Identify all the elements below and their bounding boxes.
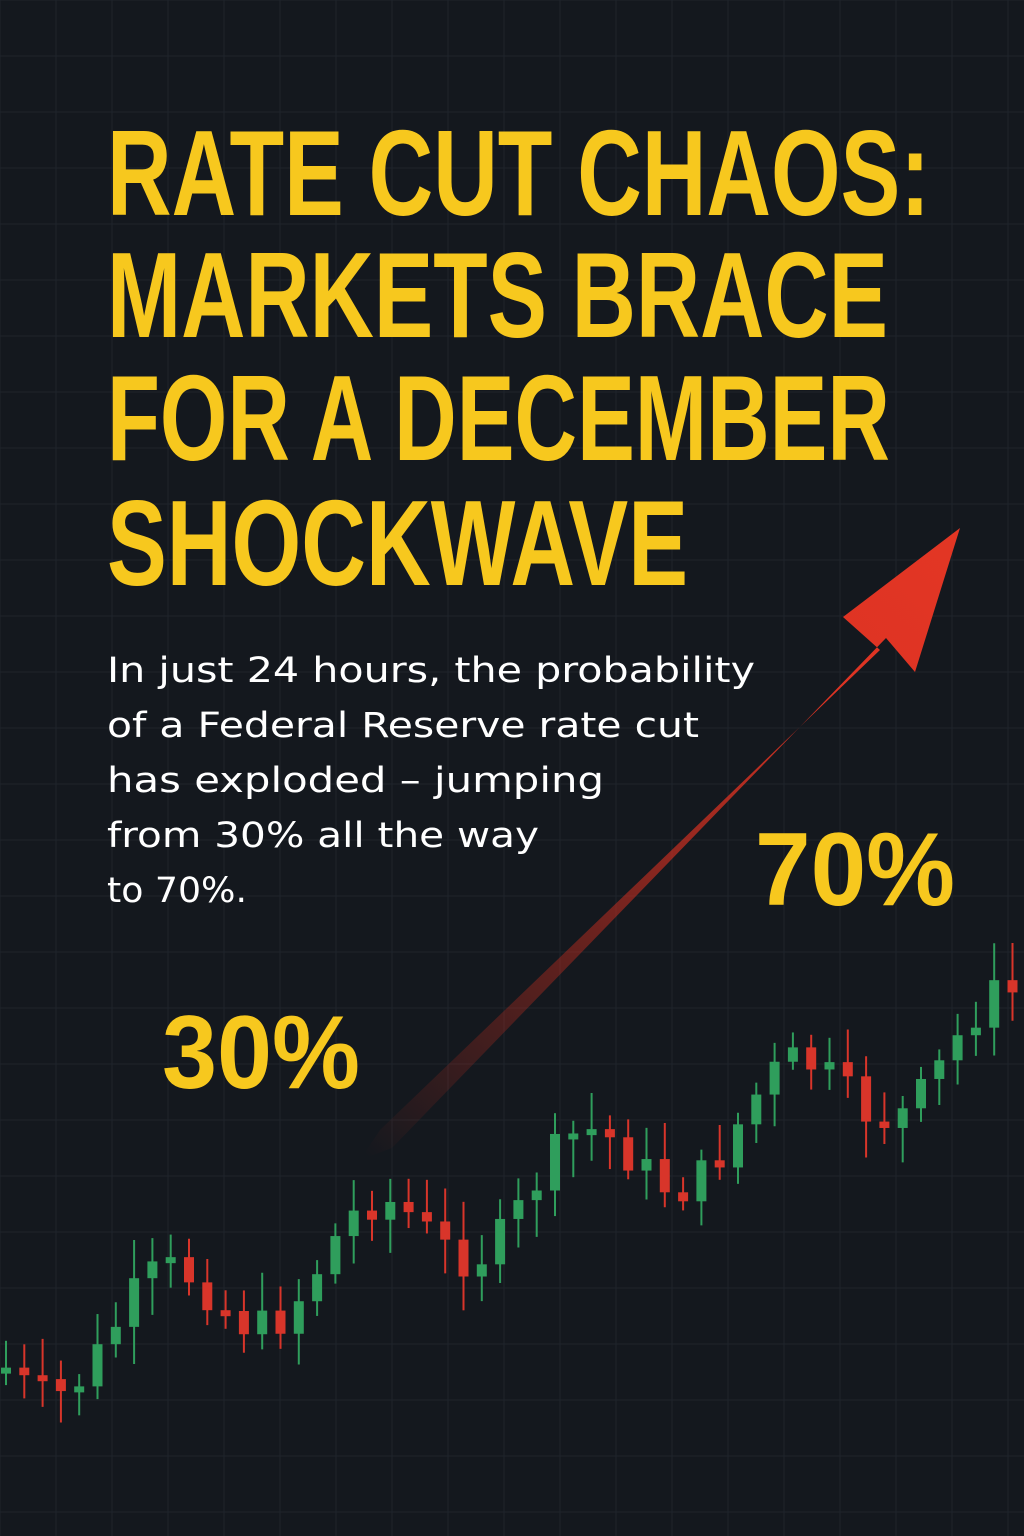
candle-body [165, 1257, 176, 1264]
candle-body [586, 1129, 597, 1136]
candle-body [696, 1160, 707, 1202]
candle-body [733, 1124, 743, 1168]
candle-body [751, 1094, 762, 1125]
body-line: to 70%. [107, 871, 247, 911]
body-line: from 30% all the way [107, 816, 539, 856]
body-line: has exploded – jumping [107, 761, 604, 801]
candle-body [312, 1274, 323, 1302]
candle-body [74, 1386, 85, 1393]
candle-body [403, 1201, 414, 1213]
candle-body [970, 1027, 981, 1036]
candle-body [147, 1261, 158, 1279]
candle-body [110, 1326, 121, 1345]
candle-body [1007, 980, 1018, 993]
candle-body [989, 980, 1000, 1028]
candle-body [293, 1301, 304, 1334]
candle-body [238, 1310, 249, 1335]
start-label: 30% [162, 995, 360, 1111]
candle-body [604, 1129, 615, 1138]
headline-line: MARKETS BRACE [107, 227, 888, 363]
candle-body [678, 1192, 689, 1202]
candle-body [220, 1310, 231, 1317]
candle-body [458, 1239, 469, 1277]
candle-body [916, 1078, 926, 1109]
candle-body [550, 1133, 560, 1191]
candlestick-decoration [1, 942, 1018, 1423]
candle-body [257, 1310, 268, 1335]
trend-arrow [360, 528, 960, 1160]
candle-body [787, 1047, 798, 1062]
candle-body [659, 1159, 670, 1193]
candle-body [623, 1137, 634, 1171]
candle-body [714, 1160, 725, 1168]
headline-line: SHOCKWAVE [107, 475, 688, 611]
candle-body [842, 1062, 853, 1077]
candle-body [367, 1210, 377, 1220]
candle-body [440, 1221, 451, 1240]
candle-body [952, 1035, 963, 1061]
body-line: of a Federal Reserve rate cut [107, 706, 699, 746]
candle-body [275, 1310, 286, 1334]
body-line: In just 24 hours, the probability [107, 651, 755, 691]
candle-body [641, 1159, 652, 1171]
candle-body [1, 1367, 11, 1374]
headline-line: RATE CUT CHAOS: [107, 105, 930, 241]
candle-body [824, 1062, 835, 1070]
candle-body [184, 1257, 194, 1283]
candle-body [421, 1212, 432, 1222]
candle-body [568, 1133, 579, 1140]
candle-body [55, 1379, 66, 1392]
candle-body [330, 1236, 341, 1275]
candle-body [129, 1278, 140, 1327]
candle-body [861, 1076, 872, 1122]
candle-body [92, 1344, 103, 1387]
candle-body [897, 1108, 908, 1128]
candle-body [769, 1061, 780, 1095]
candle-body [806, 1047, 817, 1070]
candle-body [495, 1218, 506, 1265]
candle-body [476, 1264, 487, 1277]
candle-body [513, 1200, 524, 1219]
candle-body [385, 1201, 396, 1220]
headline-line: FOR A DECEMBER [107, 350, 890, 486]
candle-body [202, 1282, 213, 1311]
candle-body [37, 1375, 48, 1382]
candle-body [879, 1121, 890, 1128]
candle-body [531, 1190, 542, 1201]
end-label: 70% [755, 812, 955, 928]
candle-body [934, 1060, 945, 1079]
candle-body [348, 1210, 359, 1237]
candle-body [19, 1367, 30, 1376]
